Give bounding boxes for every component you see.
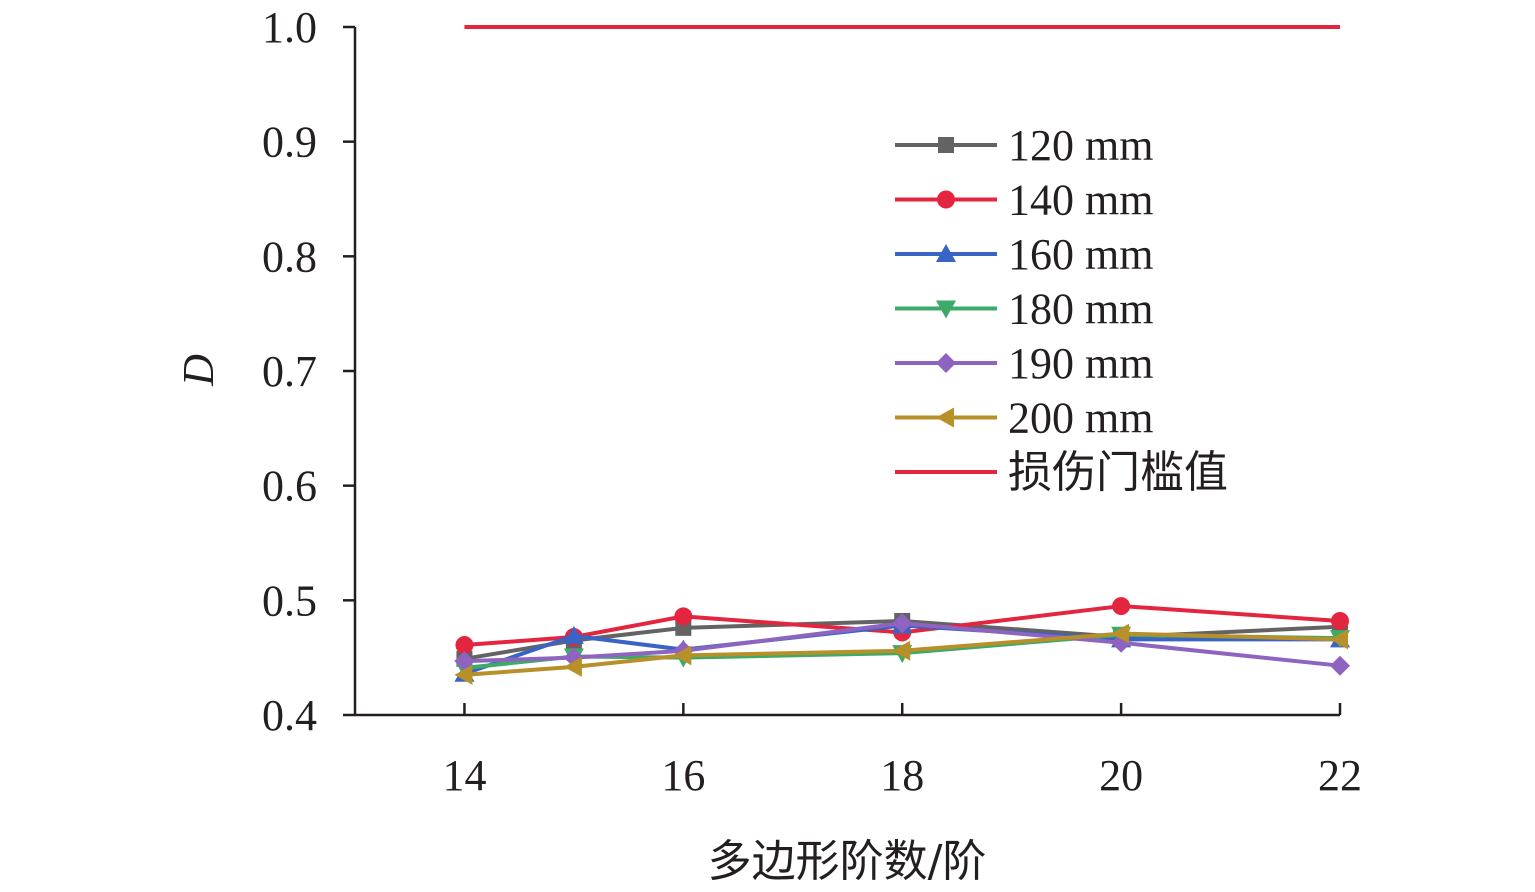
- legend-marker: [938, 137, 954, 153]
- data-point: [454, 651, 475, 672]
- data-point: [674, 607, 693, 626]
- legend-label: 损伤门槛值: [1008, 447, 1228, 498]
- y-tick-label: 1.0: [262, 3, 317, 52]
- data-point: [1111, 623, 1130, 644]
- x-tick-label: 22: [1318, 751, 1362, 800]
- axes: [343, 25, 1342, 717]
- x-tick-label: 20: [1099, 751, 1143, 800]
- x-axis-title: 多边形阶数/阶: [708, 836, 987, 887]
- y-tick-label: 0.5: [262, 576, 317, 625]
- series-line-4: [464, 621, 1341, 668]
- series-group: [454, 597, 1350, 685]
- legend-marker: [936, 353, 956, 373]
- legend-marker: [936, 300, 956, 319]
- x-tick-label: 16: [661, 751, 705, 800]
- data-point: [1112, 597, 1131, 616]
- data-point: [563, 625, 584, 644]
- data-point: [1330, 655, 1350, 676]
- data-point: [892, 640, 911, 661]
- legend-marker: [937, 190, 955, 209]
- y-tick-label: 0.4: [262, 691, 317, 740]
- legend-label: 190 mm: [1008, 339, 1153, 388]
- data-point: [892, 613, 913, 634]
- tick-labels: 0.4 0.5 0.6 0.7 0.8 0.9 1.0 14 16 18 20 22: [262, 3, 1362, 800]
- y-axis-title: D: [174, 354, 223, 387]
- y-tick-label: 0.8: [262, 232, 317, 281]
- series-line-1: [464, 604, 1341, 648]
- data-point: [563, 656, 582, 677]
- x-tick-label: 18: [880, 751, 924, 800]
- data-point: [1330, 629, 1348, 650]
- legend-label: 160 mm: [1008, 230, 1153, 279]
- data-point: [673, 645, 692, 666]
- y-tick-label: 0.6: [262, 462, 317, 511]
- data-point: [1331, 611, 1349, 630]
- legend-label: 140 mm: [1008, 176, 1153, 225]
- legend-label: 120 mm: [1008, 121, 1153, 170]
- y-tick-label: 0.7: [262, 347, 317, 396]
- legend-label: 200 mm: [1008, 394, 1153, 443]
- legend-label: 180 mm: [1008, 285, 1153, 334]
- data-point: [455, 636, 474, 655]
- x-tick-label: 14: [442, 751, 486, 800]
- legend-marker: [936, 244, 956, 262]
- series-5: [454, 623, 1348, 685]
- y-tick-label: 0.9: [262, 118, 317, 167]
- legend: 120 mm 140 mm 160 mm 180 mm 190 mm 200 mm损伤门槛…: [895, 121, 1228, 498]
- data-point: [454, 664, 473, 685]
- series-line-5: [464, 631, 1341, 677]
- legend-marker: [936, 407, 954, 428]
